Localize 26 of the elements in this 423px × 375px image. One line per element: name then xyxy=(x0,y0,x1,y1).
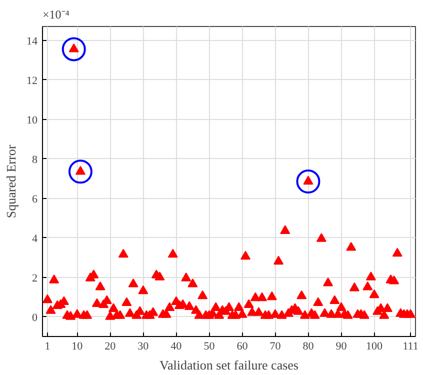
y-axis-title: Squared Error xyxy=(4,144,18,218)
x-tick-label: 50 xyxy=(204,340,216,352)
y-tick-label: 12 xyxy=(26,74,38,87)
x-tick-label: 60 xyxy=(236,340,248,352)
x-tick-label: 100 xyxy=(366,340,383,352)
y-tick-label: 8 xyxy=(32,154,38,166)
y-tick-label: 10 xyxy=(26,114,38,126)
point xyxy=(296,170,320,194)
x-tick-label: 20 xyxy=(104,340,116,352)
x-tick-label: 70 xyxy=(270,340,282,352)
y-tick-label: 4 xyxy=(32,232,38,245)
x-tick-label: 1 xyxy=(44,340,50,352)
text: ×10⁻⁴ xyxy=(42,8,70,22)
y-tick-label: 0 xyxy=(32,312,38,324)
point xyxy=(68,160,92,184)
x-tick-label: 90 xyxy=(336,340,348,352)
y-tick-label: 14 xyxy=(26,35,38,48)
y-tick-label: 6 xyxy=(32,193,38,206)
x-tick-label: 10 xyxy=(72,340,84,352)
x-axis-title: Validation set failure cases xyxy=(160,358,298,372)
point xyxy=(62,37,86,62)
x-tick-label: 30 xyxy=(138,340,150,352)
x-tick-label: 80 xyxy=(302,340,314,352)
x-tick-label: 111 xyxy=(402,340,418,352)
x-tick-label: 40 xyxy=(170,340,182,352)
y-tick-label: 2 xyxy=(32,272,38,284)
